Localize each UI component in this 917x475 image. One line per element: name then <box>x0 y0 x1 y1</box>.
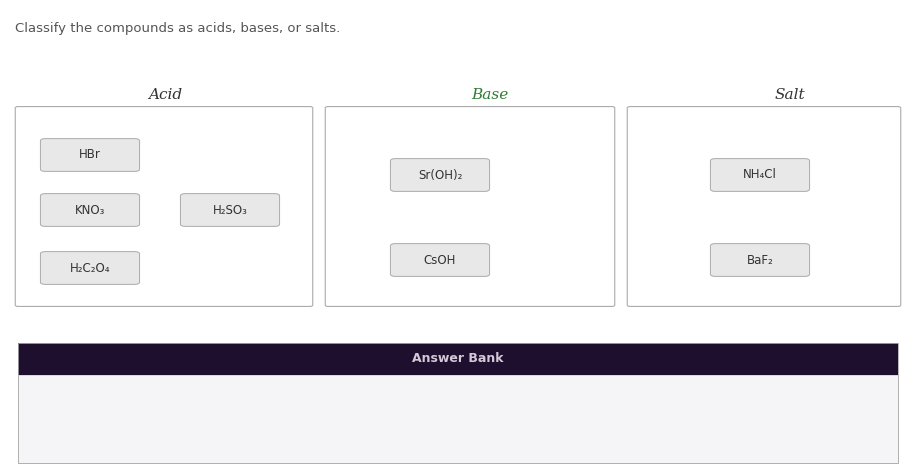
Text: BaF₂: BaF₂ <box>746 254 773 266</box>
Text: Classify the compounds as acids, bases, or salts.: Classify the compounds as acids, bases, … <box>15 22 340 35</box>
Text: Salt: Salt <box>775 88 805 102</box>
Text: CsOH: CsOH <box>424 254 456 266</box>
Text: KNO₃: KNO₃ <box>75 203 105 217</box>
Text: Sr(OH)₂: Sr(OH)₂ <box>418 169 462 181</box>
FancyBboxPatch shape <box>40 194 139 227</box>
Text: Answer Bank: Answer Bank <box>413 352 503 365</box>
FancyBboxPatch shape <box>711 244 810 276</box>
FancyBboxPatch shape <box>16 106 313 306</box>
Text: H₂C₂O₄: H₂C₂O₄ <box>70 262 110 275</box>
FancyBboxPatch shape <box>326 106 614 306</box>
FancyBboxPatch shape <box>40 252 139 285</box>
FancyBboxPatch shape <box>18 343 898 375</box>
Text: H₂SO₃: H₂SO₃ <box>213 203 248 217</box>
FancyBboxPatch shape <box>391 244 490 276</box>
FancyBboxPatch shape <box>627 106 900 306</box>
Text: HBr: HBr <box>79 149 101 162</box>
FancyBboxPatch shape <box>181 194 280 227</box>
FancyBboxPatch shape <box>40 139 139 171</box>
Text: Acid: Acid <box>148 88 182 102</box>
FancyBboxPatch shape <box>711 159 810 191</box>
FancyBboxPatch shape <box>391 159 490 191</box>
Text: Base: Base <box>471 88 509 102</box>
FancyBboxPatch shape <box>18 375 898 463</box>
Text: NH₄Cl: NH₄Cl <box>743 169 777 181</box>
